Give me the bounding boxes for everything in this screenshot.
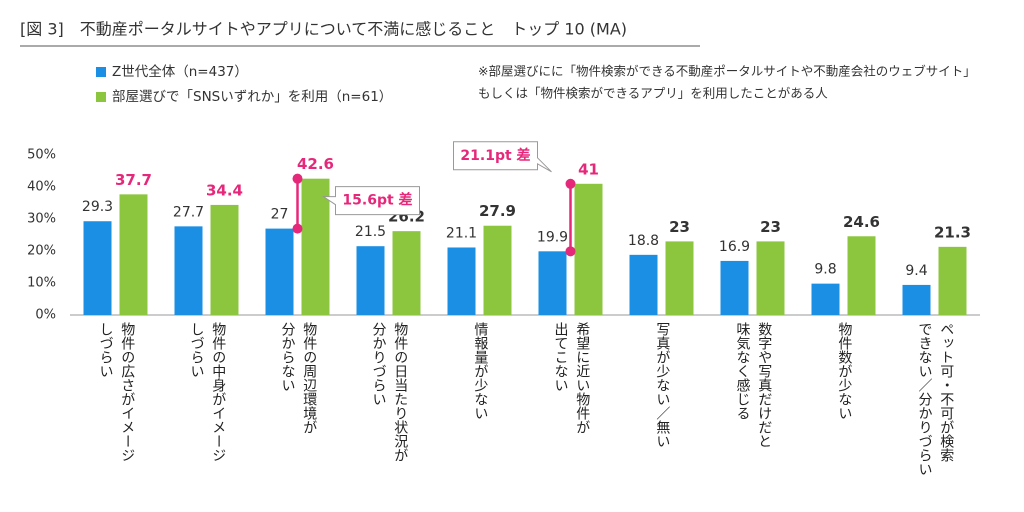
value-label: 23	[760, 218, 781, 236]
x-tick-label-box: 情報量が少ない	[472, 322, 489, 420]
x-tick-label-box: ペット可・不可が検索 できない／分かりづらい	[916, 322, 955, 476]
x-tick-label: 物件の日当たり状況が 分かりづらい	[370, 322, 409, 462]
y-tick-label: 20%	[27, 244, 56, 259]
legend-swatch	[96, 67, 106, 77]
y-tick-label: 40%	[27, 180, 56, 195]
x-tick-label: 物件の周辺環境が 分からない	[279, 322, 318, 434]
value-label: 21.5	[355, 224, 386, 240]
value-label: 37.7	[115, 171, 152, 189]
bar	[174, 226, 203, 315]
value-label: 29.3	[82, 199, 113, 215]
value-label: 18.8	[628, 233, 659, 249]
gap-dot	[292, 223, 303, 234]
bar	[811, 283, 840, 315]
value-label: 41	[578, 160, 599, 178]
value-label: 21.3	[934, 223, 971, 241]
y-tick-label: 30%	[27, 212, 56, 227]
annotation-box	[453, 141, 552, 173]
x-tick-label: 数字や写真だけだと 味気なく感じる	[734, 322, 773, 448]
value-label: 19.9	[537, 229, 568, 245]
x-tick-label-box: 希望に近い物件が 出てこない	[552, 322, 591, 434]
x-tick-label: 希望に近い物件が 出てこない	[552, 322, 591, 434]
value-label: 24.6	[843, 213, 880, 231]
bar	[756, 241, 785, 315]
value-label: 9.4	[905, 263, 927, 279]
bar	[938, 246, 967, 315]
x-tick-label-box: 写真が少ない／無い	[654, 322, 671, 448]
bar	[538, 251, 567, 315]
x-tick-label: 写真が少ない／無い	[654, 322, 671, 448]
value-label: 34.4	[206, 181, 243, 199]
value-label: 27.9	[479, 202, 516, 220]
legend-label: Z世代全体（n=437）	[112, 63, 248, 80]
value-label: 16.9	[719, 239, 750, 255]
x-tick-label: 情報量が少ない	[472, 322, 489, 420]
gap-dot	[565, 246, 576, 257]
bar	[629, 254, 658, 315]
value-label: 42.6	[297, 155, 334, 173]
value-label: 27.7	[173, 204, 204, 220]
bar	[720, 260, 749, 315]
y-tick-label: 10%	[27, 276, 56, 291]
value-label: 27	[271, 207, 289, 223]
x-tick-label-box: 物件の広さがイメージ しづらい	[97, 322, 136, 462]
legend-swatch	[96, 92, 106, 102]
y-tick-label: 0%	[35, 308, 56, 323]
note: もしくは「物件検索ができるアプリ」を利用したことがある人	[478, 86, 828, 101]
annotation-text: 15.6pt 差	[342, 192, 412, 209]
chart-title: [図 3] 不動産ポータルサイトやアプリについて不満に感じること トップ 10 …	[20, 20, 627, 39]
annotation-box	[321, 186, 420, 216]
annotation-text: 21.1pt 差	[460, 147, 530, 164]
x-tick-label: 物件数が少ない	[836, 322, 853, 420]
bar	[301, 178, 330, 315]
x-tick-label-box: 物件の周辺環境が 分からない	[279, 322, 318, 434]
x-tick-label-box: 物件の中身がイメージ しづらい	[188, 322, 227, 462]
x-tick-label-box: 物件数が少ない	[836, 322, 853, 420]
value-label: 21.1	[446, 225, 477, 241]
x-tick-label-box: 数字や写真だけだと 味気なく感じる	[734, 322, 773, 448]
bar	[119, 194, 148, 315]
note: ※部屋選びにに「物件検索ができる不動産ポータルサイトや不動産会社のウェブサイト」	[478, 64, 976, 79]
bar	[902, 284, 931, 315]
x-tick-label: 物件の広さがイメージ しづらい	[97, 322, 136, 462]
gap-dot	[292, 173, 303, 184]
value-label: 23	[669, 218, 690, 236]
x-tick-label: 物件の中身がイメージ しづらい	[188, 322, 227, 462]
y-tick-label: 50%	[27, 148, 56, 163]
bar	[447, 247, 476, 315]
bar	[265, 228, 294, 315]
gap-dot	[565, 178, 576, 189]
bar	[665, 241, 694, 315]
bar	[210, 204, 239, 315]
bar	[483, 225, 512, 315]
bar	[392, 231, 421, 315]
bar	[356, 246, 385, 315]
bar	[83, 221, 112, 315]
bar	[847, 236, 876, 315]
legend-label: 部屋選びで「SNSいずれか」を利用（n=61）	[112, 89, 392, 105]
value-label: 9.8	[814, 262, 836, 278]
bar	[574, 183, 603, 315]
x-tick-label-box: 物件の日当たり状況が 分かりづらい	[370, 322, 409, 462]
x-tick-label: ペット可・不可が検索 できない／分かりづらい	[916, 322, 955, 476]
